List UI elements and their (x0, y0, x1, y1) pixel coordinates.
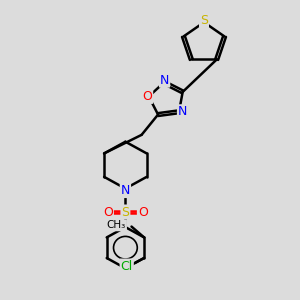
Text: O: O (103, 206, 113, 218)
Text: O: O (138, 206, 148, 218)
Text: Cl: Cl (121, 260, 133, 272)
Text: CH₃: CH₃ (107, 220, 126, 230)
Text: N: N (121, 184, 130, 197)
Text: O: O (142, 90, 152, 103)
Text: S: S (200, 14, 208, 27)
Text: S: S (122, 206, 129, 218)
Text: N: N (178, 105, 187, 118)
Text: N: N (160, 74, 169, 87)
